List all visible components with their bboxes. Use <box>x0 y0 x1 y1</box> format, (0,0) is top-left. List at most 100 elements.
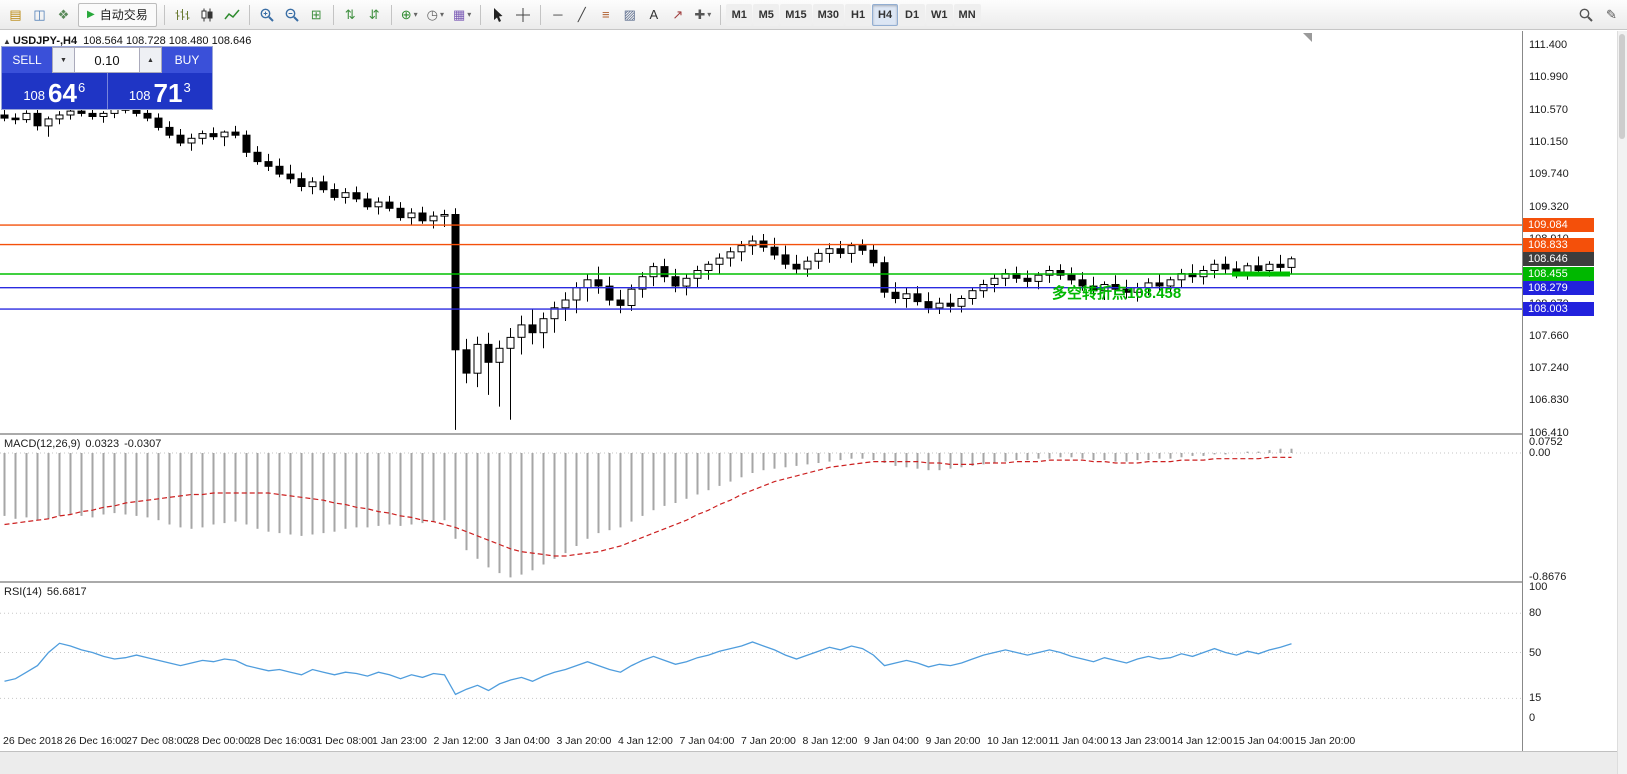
candle <box>297 172 306 192</box>
timeframe-button-m30[interactable]: M30 <box>812 3 845 26</box>
sell-price-sup: 6 <box>77 80 86 95</box>
fibonacci-icon: ≡ <box>602 7 610 22</box>
candle <box>1199 265 1208 285</box>
candle <box>1221 256 1230 274</box>
trendline-icon[interactable]: ╱ <box>570 3 593 27</box>
timeframe-button-m1[interactable]: M1 <box>726 3 753 26</box>
price-tick: 110.570 <box>1529 103 1568 116</box>
objects-more-icon: ✚ <box>694 6 706 22</box>
new-order-icon[interactable]: ▤ <box>4 3 27 27</box>
text-icon: A <box>649 7 659 22</box>
time-axis[interactable]: 26 Dec 2018 26 Dec 16:00 27 Dec 08:00 28 De… <box>0 729 1522 751</box>
timeframe-button-h1[interactable]: H1 <box>845 3 872 26</box>
fibonacci-icon[interactable]: ≡ <box>594 3 617 27</box>
candle <box>99 111 108 123</box>
chart-window-icon[interactable]: ◫ <box>28 3 51 27</box>
edit-icon: ✎ <box>1606 6 1617 22</box>
candle <box>550 301 559 333</box>
timeframe-button-w1[interactable]: W1 <box>926 3 953 26</box>
status-strip <box>0 751 1627 774</box>
templates-icon: ▦ <box>453 6 466 22</box>
templates-icon[interactable]: ▦ ▾ <box>449 3 475 27</box>
indicators-icon: ⊕ <box>400 6 412 22</box>
candle <box>220 130 229 147</box>
auto-arrange-icon: ⇅ <box>344 6 356 22</box>
toolbar-separator <box>332 4 334 25</box>
bar-chart-icon[interactable] <box>170 3 194 27</box>
autotrading-button[interactable]: ▶ 自动交易 <box>78 2 157 27</box>
candle <box>88 108 97 120</box>
vertical-scrollbar[interactable] <box>1617 31 1627 774</box>
periods-icon[interactable]: ◷ ▾ <box>423 3 448 27</box>
candle <box>726 247 735 267</box>
candle <box>473 336 482 388</box>
timeframe-button-mn[interactable]: MN <box>953 3 981 26</box>
candlestick-chart-icon[interactable] <box>195 3 219 27</box>
candle <box>858 239 867 255</box>
price-chart-canvas[interactable] <box>0 31 1522 433</box>
arrows-icon: ↗ <box>672 6 684 22</box>
candle <box>605 276 614 306</box>
candles-group <box>0 102 1296 430</box>
crosshair-icon[interactable] <box>511 3 535 27</box>
volume-increase-button[interactable]: ▲ <box>139 47 162 73</box>
candle <box>935 297 944 314</box>
toolbar-separator <box>163 4 165 25</box>
candle <box>836 241 845 259</box>
candle <box>418 206 427 224</box>
time-tick: 13 Jan 23:00 <box>1110 735 1171 747</box>
zoom-in-icon[interactable] <box>255 3 279 27</box>
time-tick: 2 Jan 12:00 <box>433 735 489 747</box>
volume-input[interactable] <box>75 47 139 73</box>
buy-price[interactable]: 108 71 3 <box>106 73 213 109</box>
sell-button[interactable]: SELL <box>2 47 52 73</box>
time-tick: 15 Jan 04:00 <box>1233 735 1294 747</box>
candle <box>242 130 251 157</box>
search-icon[interactable] <box>1574 3 1598 27</box>
cascade-windows-icon[interactable]: ⇵ <box>363 3 386 27</box>
rsi-axis-label: 0 <box>1529 712 1536 724</box>
auto-arrange-icon[interactable]: ⇅ <box>339 3 362 27</box>
tile-windows-icon[interactable]: ⊞ <box>305 3 328 27</box>
timeframe-button-m5[interactable]: M5 <box>753 3 780 26</box>
macd-panel: MACD(12,26,9) 0.0323 -0.0307 <box>0 435 1522 583</box>
cursor-icon[interactable] <box>486 3 510 27</box>
timeframe-button-h4[interactable]: H4 <box>872 3 899 26</box>
candle <box>638 272 647 298</box>
timeframe-button-m15[interactable]: M15 <box>780 3 812 26</box>
text-icon[interactable]: A <box>642 3 665 27</box>
macd-chart-canvas[interactable] <box>0 435 1522 581</box>
line-chart-icon[interactable] <box>220 3 244 27</box>
price-axis[interactable]: 111.400 110.990 110.570 110.150 109.740 109.3… <box>1522 31 1618 751</box>
candle <box>913 286 922 306</box>
indicators-icon[interactable]: ⊕ ▾ <box>397 3 422 27</box>
volume-decrease-button[interactable]: ▼ <box>52 47 75 73</box>
objects-more-icon[interactable]: ✚ ▾ <box>690 3 715 27</box>
pivot-highlight-segment <box>1232 271 1290 277</box>
timeframe-button-d1[interactable]: D1 <box>899 3 926 26</box>
candle <box>429 211 438 229</box>
rsi-axis-label: 100 <box>1529 581 1548 593</box>
scrollbar-thumb[interactable] <box>1619 34 1625 139</box>
edit-icon[interactable]: ✎ <box>1600 3 1623 27</box>
rsi-chart-canvas[interactable] <box>0 583 1522 729</box>
time-tick: 28 Dec 00:00 <box>187 735 250 747</box>
sell-price-big: 64 <box>48 78 77 108</box>
buy-button[interactable]: BUY <box>162 47 212 73</box>
candle <box>506 328 515 420</box>
profiles-icon[interactable]: ❖ <box>52 3 75 27</box>
arrows-icon[interactable]: ↗ <box>666 3 689 27</box>
candle <box>484 332 493 395</box>
candle <box>1287 256 1296 274</box>
rsi-axis-label: 50 <box>1529 646 1542 659</box>
toolbar-separator <box>720 4 722 25</box>
shapes-icon[interactable]: ▨ <box>618 3 641 27</box>
caret-up-icon: ▲ <box>147 56 154 64</box>
chart-title: ▲ USDJPY-,H4 108.564 108.728 108.480 108.6… <box>3 35 251 47</box>
candle <box>275 158 284 178</box>
candle <box>671 268 680 293</box>
candle <box>968 287 977 305</box>
sell-price[interactable]: 108 64 6 <box>2 73 107 109</box>
zoom-out-icon[interactable] <box>280 3 304 27</box>
horizontal-line-icon[interactable]: ─ <box>546 3 569 27</box>
